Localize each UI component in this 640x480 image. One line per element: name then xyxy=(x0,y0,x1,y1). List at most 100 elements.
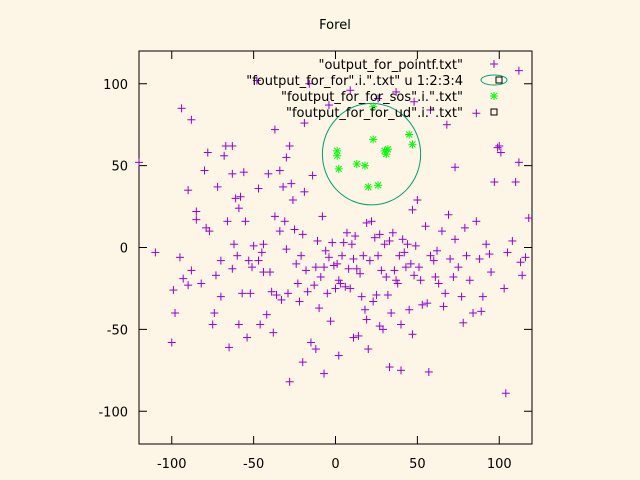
data-point-pointf xyxy=(326,317,335,326)
x-tick-label: -100 xyxy=(157,457,187,472)
data-point-pointf xyxy=(205,227,214,236)
data-point-pointf xyxy=(287,179,296,188)
data-point-pointf xyxy=(398,235,407,244)
data-point-pointf xyxy=(323,289,332,298)
data-point-pointf xyxy=(460,223,469,232)
data-point-pointf xyxy=(290,225,299,234)
data-point-pointf xyxy=(451,235,460,244)
data-point-pointf xyxy=(288,196,297,205)
data-point-pointf xyxy=(429,256,438,265)
data-point-pointf xyxy=(135,158,143,167)
data-point-pointf xyxy=(184,186,193,195)
data-point-pointf xyxy=(270,125,279,134)
data-point-pointf xyxy=(267,287,276,296)
data-point-pointf xyxy=(437,227,446,236)
data-point-pointf xyxy=(324,101,333,110)
axis-ticks: -100 -50 0 50 100 -100 -50 0 50 100 xyxy=(98,51,532,472)
data-point-pointf xyxy=(284,289,293,298)
data-point-pointf xyxy=(216,256,225,265)
data-point-pointf xyxy=(259,268,268,277)
data-point-pointf xyxy=(249,241,258,250)
data-point-pointf xyxy=(413,196,422,205)
data-point-pointf xyxy=(302,266,311,275)
data-point-pointf xyxy=(333,259,342,268)
data-point-pointf xyxy=(442,120,451,129)
data-point-sos xyxy=(374,181,383,190)
data-point-pointf xyxy=(514,158,523,167)
data-point-pointf xyxy=(392,87,401,96)
data-point-pointf xyxy=(449,272,458,281)
data-point-pointf xyxy=(508,236,517,245)
data-point-pointf xyxy=(441,289,450,298)
data-point-pointf xyxy=(210,309,219,317)
data-point-pointf xyxy=(367,217,376,226)
data-point-pointf xyxy=(380,240,389,249)
data-point-sos xyxy=(334,164,343,173)
data-point-pointf xyxy=(349,254,358,263)
data-point-pointf xyxy=(362,218,371,227)
data-point-pointf xyxy=(374,251,383,260)
data-point-pointf xyxy=(369,297,378,306)
data-point-pointf xyxy=(416,276,425,285)
data-point-pointf xyxy=(518,271,527,280)
legend-ellipse-square xyxy=(495,76,503,84)
cluster-ellipse xyxy=(321,102,422,206)
data-point-pointf xyxy=(362,315,371,324)
data-point-pointf xyxy=(187,266,196,275)
data-point-pointf xyxy=(244,256,253,265)
data-point-pointf xyxy=(339,238,348,247)
data-point-pointf xyxy=(374,94,383,103)
data-point-pointf xyxy=(342,228,351,237)
data-point-pointf xyxy=(200,166,209,175)
data-point-pointf xyxy=(482,240,491,249)
data-point-pointf xyxy=(493,143,502,152)
y-tick-label: 0 xyxy=(120,242,128,257)
data-point-pointf xyxy=(357,292,366,301)
data-point-pointf xyxy=(503,248,512,257)
data-point-pointf xyxy=(310,281,319,290)
data-point-pointf xyxy=(385,363,394,372)
data-point-pointf xyxy=(275,227,284,236)
data-point-pointf xyxy=(275,166,284,175)
data-point-pointf xyxy=(270,212,279,221)
data-point-pointf xyxy=(378,325,387,334)
data-point-pointf xyxy=(257,248,266,257)
legend-star-marker xyxy=(490,92,498,100)
data-point-pointf xyxy=(360,305,369,314)
data-point-pointf xyxy=(234,320,243,329)
data-point-pointf xyxy=(254,184,263,193)
data-point-pointf xyxy=(457,292,466,301)
data-point-pointf xyxy=(393,279,402,288)
data-point-pointf xyxy=(477,307,486,316)
data-point-pointf xyxy=(171,309,180,317)
data-point-sos xyxy=(352,159,361,168)
data-point-pointf xyxy=(406,259,415,268)
legend-entry-label: "output_for_pointf.txt" xyxy=(318,58,463,73)
data-point-pointf xyxy=(241,217,250,226)
data-point-pointf xyxy=(280,217,289,226)
data-point-pointf xyxy=(334,351,343,360)
data-point-pointf xyxy=(352,264,361,273)
data-point-pointf xyxy=(495,141,504,150)
data-point-pointf xyxy=(514,66,523,75)
data-point-sos xyxy=(383,145,392,154)
data-point-pointf xyxy=(272,290,281,299)
data-point-pointf xyxy=(433,246,442,255)
data-point-pointf xyxy=(356,269,365,278)
data-point-pointf xyxy=(300,119,309,128)
data-point-pointf xyxy=(202,223,211,232)
data-point-pointf xyxy=(385,236,394,245)
data-point-pointf xyxy=(239,168,248,177)
data-point-pointf xyxy=(383,290,392,299)
data-point-pointf xyxy=(252,76,261,85)
data-point-pointf xyxy=(316,272,325,281)
data-point-pointf xyxy=(388,228,397,237)
data-point-pointf xyxy=(408,205,417,214)
data-point-pointf xyxy=(295,297,304,306)
data-point-pointf xyxy=(321,246,330,255)
data-point-pointf xyxy=(231,194,240,203)
data-point-pointf xyxy=(179,274,188,283)
data-point-pointf xyxy=(524,214,533,223)
data-point-pointf xyxy=(216,292,225,301)
data-point-pointf xyxy=(372,290,381,299)
